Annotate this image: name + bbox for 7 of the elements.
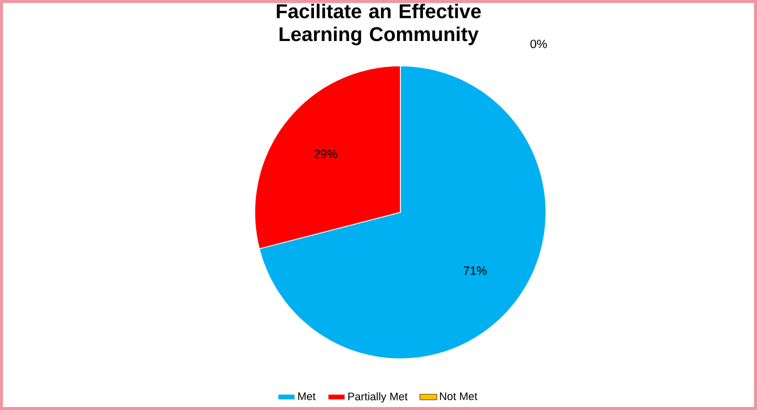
legend-label: Not Met bbox=[440, 392, 478, 400]
chart-title: Facilitate an Effective Learning Community bbox=[276, 4, 481, 46]
text: 0% bbox=[530, 40, 547, 48]
data-label: 71% bbox=[464, 266, 487, 275]
data-label: 29% bbox=[314, 150, 338, 158]
legend-label: Partially Met bbox=[348, 392, 408, 402]
legend-label: Met bbox=[298, 392, 316, 400]
